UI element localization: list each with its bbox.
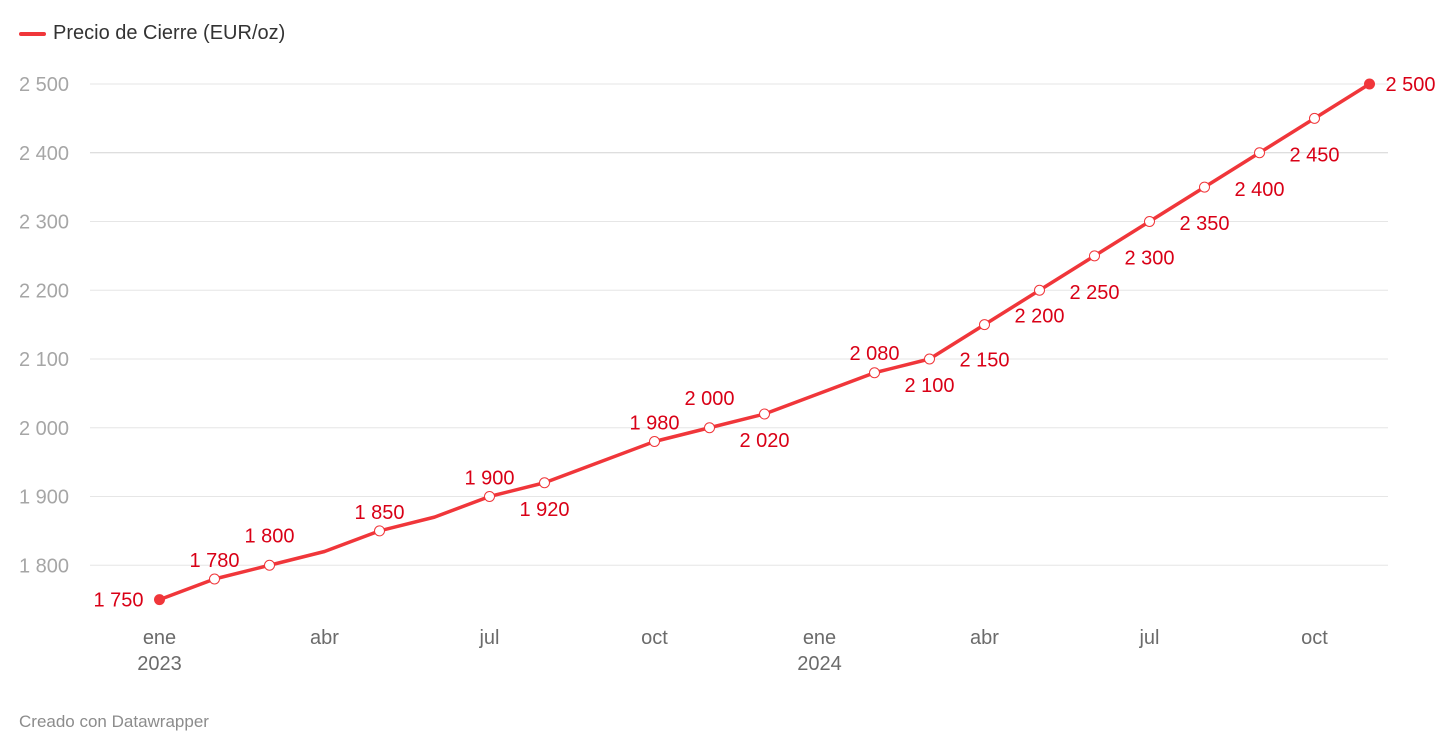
y-tick-label: 2 400 bbox=[19, 143, 69, 165]
x-tick-label: ene bbox=[143, 627, 176, 649]
data-label: 2 400 bbox=[1234, 179, 1284, 201]
data-point bbox=[1254, 147, 1265, 159]
x-tick-label: jul bbox=[1138, 627, 1159, 649]
data-label: 2 300 bbox=[1124, 248, 1174, 270]
data-label: 2 200 bbox=[1014, 305, 1064, 327]
legend-label: Precio de Cierre (EUR/oz) bbox=[53, 22, 286, 44]
x-tick-label: jul bbox=[478, 627, 499, 649]
data-label: 1 850 bbox=[354, 502, 404, 524]
data-label: 2 080 bbox=[849, 343, 899, 365]
data-label: 2 020 bbox=[739, 430, 789, 452]
data-point bbox=[539, 477, 550, 489]
x-tick-label: oct bbox=[641, 627, 668, 649]
data-point bbox=[649, 436, 660, 447]
data-point-endpoint bbox=[154, 594, 165, 606]
legend-swatch bbox=[19, 31, 46, 36]
data-point bbox=[484, 491, 495, 502]
data-label: 1 980 bbox=[629, 413, 679, 435]
data-point bbox=[1089, 250, 1100, 262]
data-label: 1 750 bbox=[93, 590, 143, 612]
x-tick-label: oct bbox=[1301, 627, 1328, 649]
data-label: 2 500 bbox=[1386, 74, 1436, 96]
data-label: 2 150 bbox=[959, 350, 1009, 372]
data-label: 2 250 bbox=[1069, 282, 1119, 304]
chart-legend: Precio de Cierre (EUR/oz) bbox=[19, 22, 285, 45]
data-point bbox=[1199, 181, 1210, 193]
y-tick-label: 2 300 bbox=[19, 212, 69, 234]
footer-credit: Creado con Datawrapper bbox=[19, 712, 209, 731]
y-tick-label: 2 500 bbox=[19, 74, 69, 96]
y-tick-label: 1 900 bbox=[19, 487, 69, 509]
x-tick-label: abr bbox=[970, 627, 999, 649]
data-point bbox=[924, 353, 935, 365]
x-tick-year-label: 2024 bbox=[797, 653, 842, 675]
data-point bbox=[209, 573, 220, 585]
data-point bbox=[704, 422, 715, 434]
y-tick-label: 2 000 bbox=[19, 418, 69, 440]
data-label: 2 000 bbox=[684, 388, 734, 410]
data-point bbox=[264, 559, 275, 571]
data-point bbox=[759, 408, 770, 420]
x-tick-label: ene bbox=[803, 627, 836, 649]
data-label: 1 900 bbox=[464, 468, 514, 490]
y-tick-label: 2 200 bbox=[19, 280, 69, 302]
data-point bbox=[1309, 112, 1320, 124]
data-label: 1 920 bbox=[519, 499, 569, 521]
data-label: 2 450 bbox=[1289, 144, 1339, 166]
data-point bbox=[869, 367, 880, 379]
data-point bbox=[979, 319, 990, 331]
data-label: 2 100 bbox=[904, 375, 954, 397]
data-point bbox=[1144, 216, 1155, 227]
data-point-endpoint bbox=[1364, 78, 1375, 90]
data-point bbox=[374, 525, 385, 537]
x-tick-year-label: 2023 bbox=[137, 653, 182, 675]
series-line bbox=[157, 82, 1372, 602]
x-tick-label: abr bbox=[310, 627, 339, 649]
y-tick-label: 1 800 bbox=[19, 555, 69, 577]
data-label: 2 350 bbox=[1179, 213, 1229, 235]
line-chart: 1 800 1 900 2 000 2 100 2 200 2 300 2 400 2 500… bbox=[19, 74, 1436, 675]
y-tick-label: 2 100 bbox=[19, 349, 69, 371]
data-label: 1 800 bbox=[244, 525, 294, 547]
data-label: 1 780 bbox=[189, 550, 239, 572]
data-point bbox=[1034, 284, 1045, 296]
